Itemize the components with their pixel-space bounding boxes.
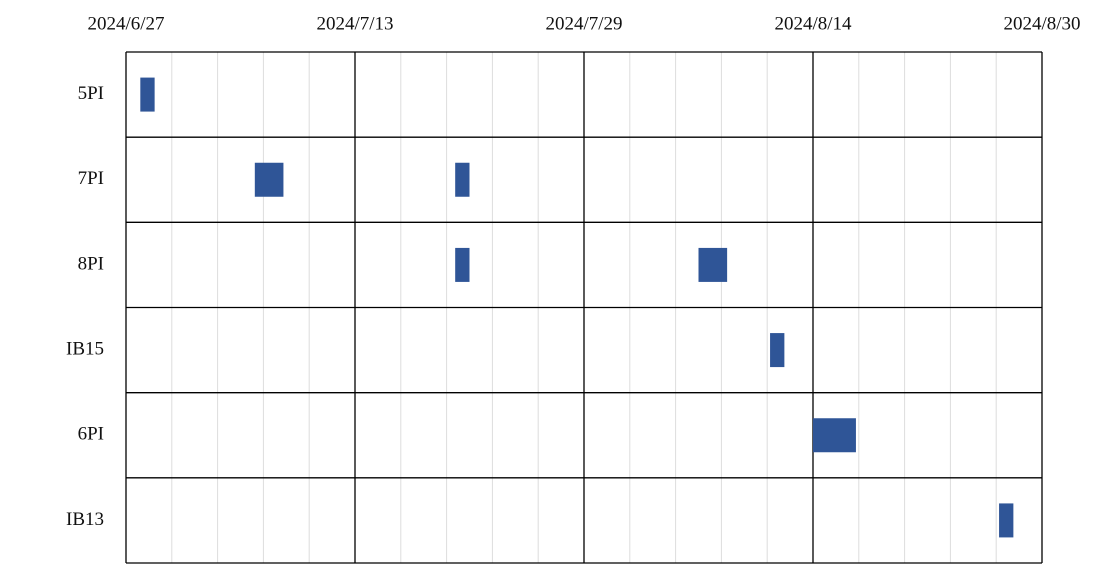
y-tick-label: 8PI bbox=[78, 253, 104, 274]
y-tick-label: IB15 bbox=[66, 338, 104, 359]
y-tick-label: 7PI bbox=[78, 168, 104, 189]
task-bar bbox=[254, 162, 284, 197]
task-bar bbox=[770, 333, 785, 368]
task-bar bbox=[455, 162, 470, 197]
x-tick-label: 2024/7/13 bbox=[316, 13, 393, 34]
x-tick-label: 2024/8/14 bbox=[774, 13, 852, 34]
task-bar bbox=[698, 247, 728, 282]
y-tick-label: 5PI bbox=[78, 83, 104, 104]
task-bar bbox=[813, 418, 856, 453]
task-bar bbox=[455, 247, 470, 282]
x-tick-label: 2024/8/30 bbox=[1003, 13, 1080, 34]
y-tick-label: 6PI bbox=[78, 424, 104, 445]
y-tick-label: IB13 bbox=[66, 509, 104, 530]
task-bar bbox=[140, 77, 155, 112]
x-tick-label: 2024/6/27 bbox=[87, 13, 164, 34]
task-bar bbox=[999, 503, 1014, 538]
x-tick-label: 2024/7/29 bbox=[545, 13, 622, 34]
